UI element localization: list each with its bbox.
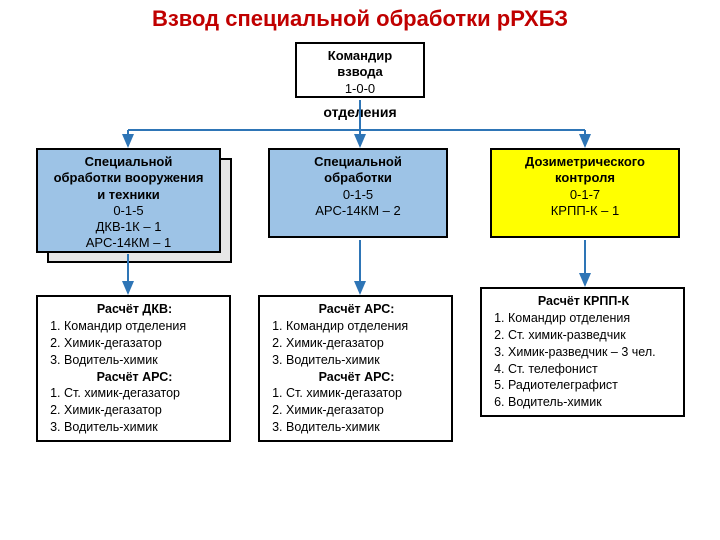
list-item: Химик-дегазатор: [286, 335, 445, 352]
commander-l1: Командир: [303, 48, 417, 64]
sections-label: отделения: [310, 104, 410, 120]
col1-code: 0-1-5: [44, 203, 213, 219]
list-item: Ст. химик-разведчик: [508, 327, 677, 344]
col2-box: Специальной обработки 0-1-5 АРС-14КМ – 2: [268, 148, 448, 238]
col2-code: 0-1-5: [276, 187, 440, 203]
col1-l2: обработки вооружения: [44, 170, 213, 186]
list-item: Радиотелеграфист: [508, 377, 677, 394]
col1-list-h2: Расчёт АРС:: [46, 369, 223, 386]
list-item: Химик-дегазатор: [286, 402, 445, 419]
commander-box: Командир взвода 1-0-0: [295, 42, 425, 98]
list-item: Химик-разведчик – 3 чел.: [508, 344, 677, 361]
list-item: Водитель-химик: [508, 394, 677, 411]
list-item: Водитель-химик: [286, 352, 445, 369]
commander-l2: взвода: [303, 64, 417, 80]
col1-eq2: АРС-14КМ – 1: [44, 235, 213, 251]
list-item: Химик-дегазатор: [64, 402, 223, 419]
col1-list-h1: Расчёт ДКВ:: [46, 301, 223, 318]
col3-l2: контроля: [498, 170, 672, 186]
list-item: Командир отделения: [286, 318, 445, 335]
col3-code: 0-1-7: [498, 187, 672, 203]
diagram-title: Взвод специальной обработки рРХБЗ: [0, 0, 720, 32]
col3-eq1: КРПП-К – 1: [498, 203, 672, 219]
col3-box: Дозиметрического контроля 0-1-7 КРПП-К –…: [490, 148, 680, 238]
col2-eq1: АРС-14КМ – 2: [276, 203, 440, 219]
col1-list: Расчёт ДКВ: Командир отделения Химик-дег…: [36, 295, 231, 442]
list-item: Химик-дегазатор: [64, 335, 223, 352]
col3-l1: Дозиметрического: [498, 154, 672, 170]
col1-l3: и техники: [44, 187, 213, 203]
list-item: Ст. химик-дегазатор: [286, 385, 445, 402]
col3-list-h1: Расчёт КРПП-К: [490, 293, 677, 310]
col1-l1: Специальной: [44, 154, 213, 170]
list-item: Командир отделения: [508, 310, 677, 327]
col2-list-h1: Расчёт АРС:: [268, 301, 445, 318]
col1-box: Специальной обработки вооружения и техни…: [36, 148, 221, 253]
list-item: Водитель-химик: [286, 419, 445, 436]
col2-list: Расчёт АРС: Командир отделения Химик-дег…: [258, 295, 453, 442]
list-item: Ст. телефонист: [508, 361, 677, 378]
col3-list: Расчёт КРПП-К Командир отделения Ст. хим…: [480, 287, 685, 417]
col2-l1: Специальной: [276, 154, 440, 170]
list-item: Ст. химик-дегазатор: [64, 385, 223, 402]
list-item: Командир отделения: [64, 318, 223, 335]
commander-code: 1-0-0: [303, 81, 417, 97]
list-item: Водитель-химик: [64, 352, 223, 369]
col2-l2: обработки: [276, 170, 440, 186]
col1-eq1: ДКВ-1К – 1: [44, 219, 213, 235]
col2-list-h2: Расчёт АРС:: [268, 369, 445, 386]
list-item: Водитель-химик: [64, 419, 223, 436]
